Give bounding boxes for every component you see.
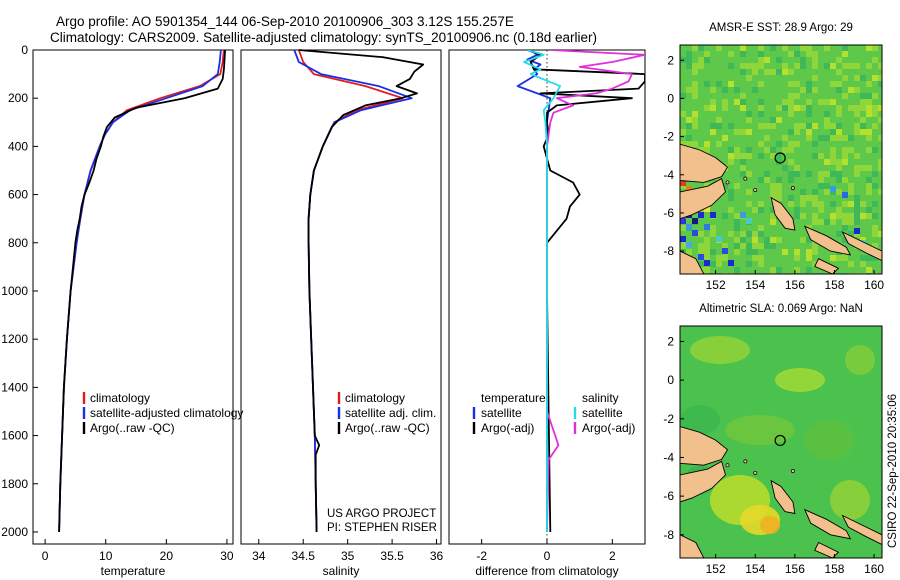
lat-tick-label: -2 [663, 412, 674, 426]
legend-label: Argo(-adj) [481, 421, 534, 435]
diff-sal-satellite-line [523, 50, 561, 532]
depth-tick-label: 1200 [1, 332, 28, 346]
lon-tick-label: 152 [706, 562, 726, 576]
lat-tick-label: 0 [667, 91, 674, 105]
lat-tick-label: -4 [663, 450, 674, 464]
sla-map-frame [679, 325, 883, 559]
x-tick-label: -2 [476, 549, 487, 563]
x-tick-label: 35 [341, 549, 355, 563]
timestamp: CSIRO 22-Sep-2010 20:35:06 [887, 394, 899, 548]
lon-tick-label: 152 [706, 278, 726, 292]
lon-tick-label: 154 [745, 278, 765, 292]
lon-tick-label: 154 [745, 562, 765, 576]
depth-tick-label: 1000 [1, 284, 28, 298]
salinity-plot-frame [240, 49, 442, 545]
diff-sal-argo-line [546, 50, 645, 533]
lat-tick-label: -8 [663, 528, 674, 542]
depth-tick-label: 600 [8, 188, 28, 202]
difference-axis-label: difference from climatology [475, 564, 618, 578]
legend-label: satellite [481, 406, 522, 420]
depth-tick-label: 2000 [1, 525, 28, 539]
lat-tick-label: 2 [667, 53, 674, 67]
lon-tick-label: 158 [824, 278, 844, 292]
depth-tick-label: 1600 [1, 429, 28, 443]
depth-tick-label: 1800 [1, 477, 28, 491]
lat-tick-label: -4 [663, 168, 674, 182]
sst-map-field [680, 45, 882, 274]
lat-tick-label: -6 [663, 206, 674, 220]
sst-map-argo-position-marker [774, 152, 786, 164]
sla-map-title: Altimetric SLA: 0.069 Argo: NaN [699, 303, 863, 315]
temperature-plot-frame [32, 49, 234, 545]
header-line2: Climatology: CARS2009. Satellite-adjuste… [50, 30, 597, 45]
sla-map-field [680, 326, 882, 558]
lon-tick-label: 156 [785, 562, 805, 576]
x-tick-label: 0 [544, 549, 551, 563]
depth-tick-label: 1400 [1, 380, 28, 394]
legend-label: Argo(..raw -QC) [345, 421, 430, 435]
credit-line2: PI: STEPHEN RISER [327, 522, 437, 534]
x-tick-label: 34 [252, 549, 266, 563]
depth-tick-label: 400 [8, 139, 28, 153]
legend-label: climatology [345, 391, 405, 405]
credit-line1: US ARGO PROJECT [327, 508, 436, 520]
sal-satellite-line [293, 49, 413, 533]
lat-tick-label: -2 [663, 130, 674, 144]
lat-tick-label: -6 [663, 489, 674, 503]
x-tick-label: 35.5 [380, 549, 404, 563]
lat-tick-label: 0 [667, 373, 674, 387]
legend-heading: temperature [481, 391, 546, 405]
legend-label: Argo(..raw -QC) [90, 421, 175, 435]
lon-tick-label: 158 [824, 562, 844, 576]
lon-tick-label: 156 [785, 278, 805, 292]
sst-map-frame [679, 44, 883, 275]
sst-map-title: AMSR-E SST: 28.9 Argo: 29 [709, 22, 853, 34]
x-tick-label: 10 [99, 549, 113, 563]
lat-tick-label: -8 [663, 244, 674, 258]
legend-label: Argo(-adj) [582, 421, 635, 435]
lat-tick-label: 2 [667, 334, 674, 348]
legend-label: satellite-adjusted climatology [90, 406, 243, 420]
sla-map-argo-position-marker [774, 434, 786, 447]
temp-argo-line [58, 49, 226, 533]
temperature-axis-label: temperature [101, 564, 166, 578]
x-tick-label: 20 [160, 549, 174, 563]
salinity-axis-label: salinity [323, 564, 360, 578]
legend-heading: salinity [582, 391, 619, 405]
lon-tick-label: 160 [864, 562, 884, 576]
temp-satellite-line [58, 49, 222, 533]
legend-label: satellite adj. clim. [345, 406, 436, 420]
x-tick-label: 36 [430, 549, 444, 563]
depth-tick-label: 200 [8, 91, 28, 105]
sal-argo-line [298, 49, 425, 533]
x-tick-label: 30 [220, 549, 234, 563]
diff-temp-argo-line [527, 50, 645, 533]
depth-tick-label: 0 [21, 43, 28, 57]
depth-tick-label: 800 [8, 236, 28, 250]
temp-climatology-line [58, 49, 225, 533]
x-tick-label: 34.5 [292, 549, 316, 563]
x-tick-label: 0 [42, 549, 49, 563]
legend-label: climatology [90, 391, 150, 405]
x-tick-label: 2 [609, 549, 616, 563]
header-line1: Argo profile: AO 5901354_144 06-Sep-2010… [56, 14, 514, 29]
legend-label: satellite [582, 406, 623, 420]
lon-tick-label: 160 [864, 278, 884, 292]
